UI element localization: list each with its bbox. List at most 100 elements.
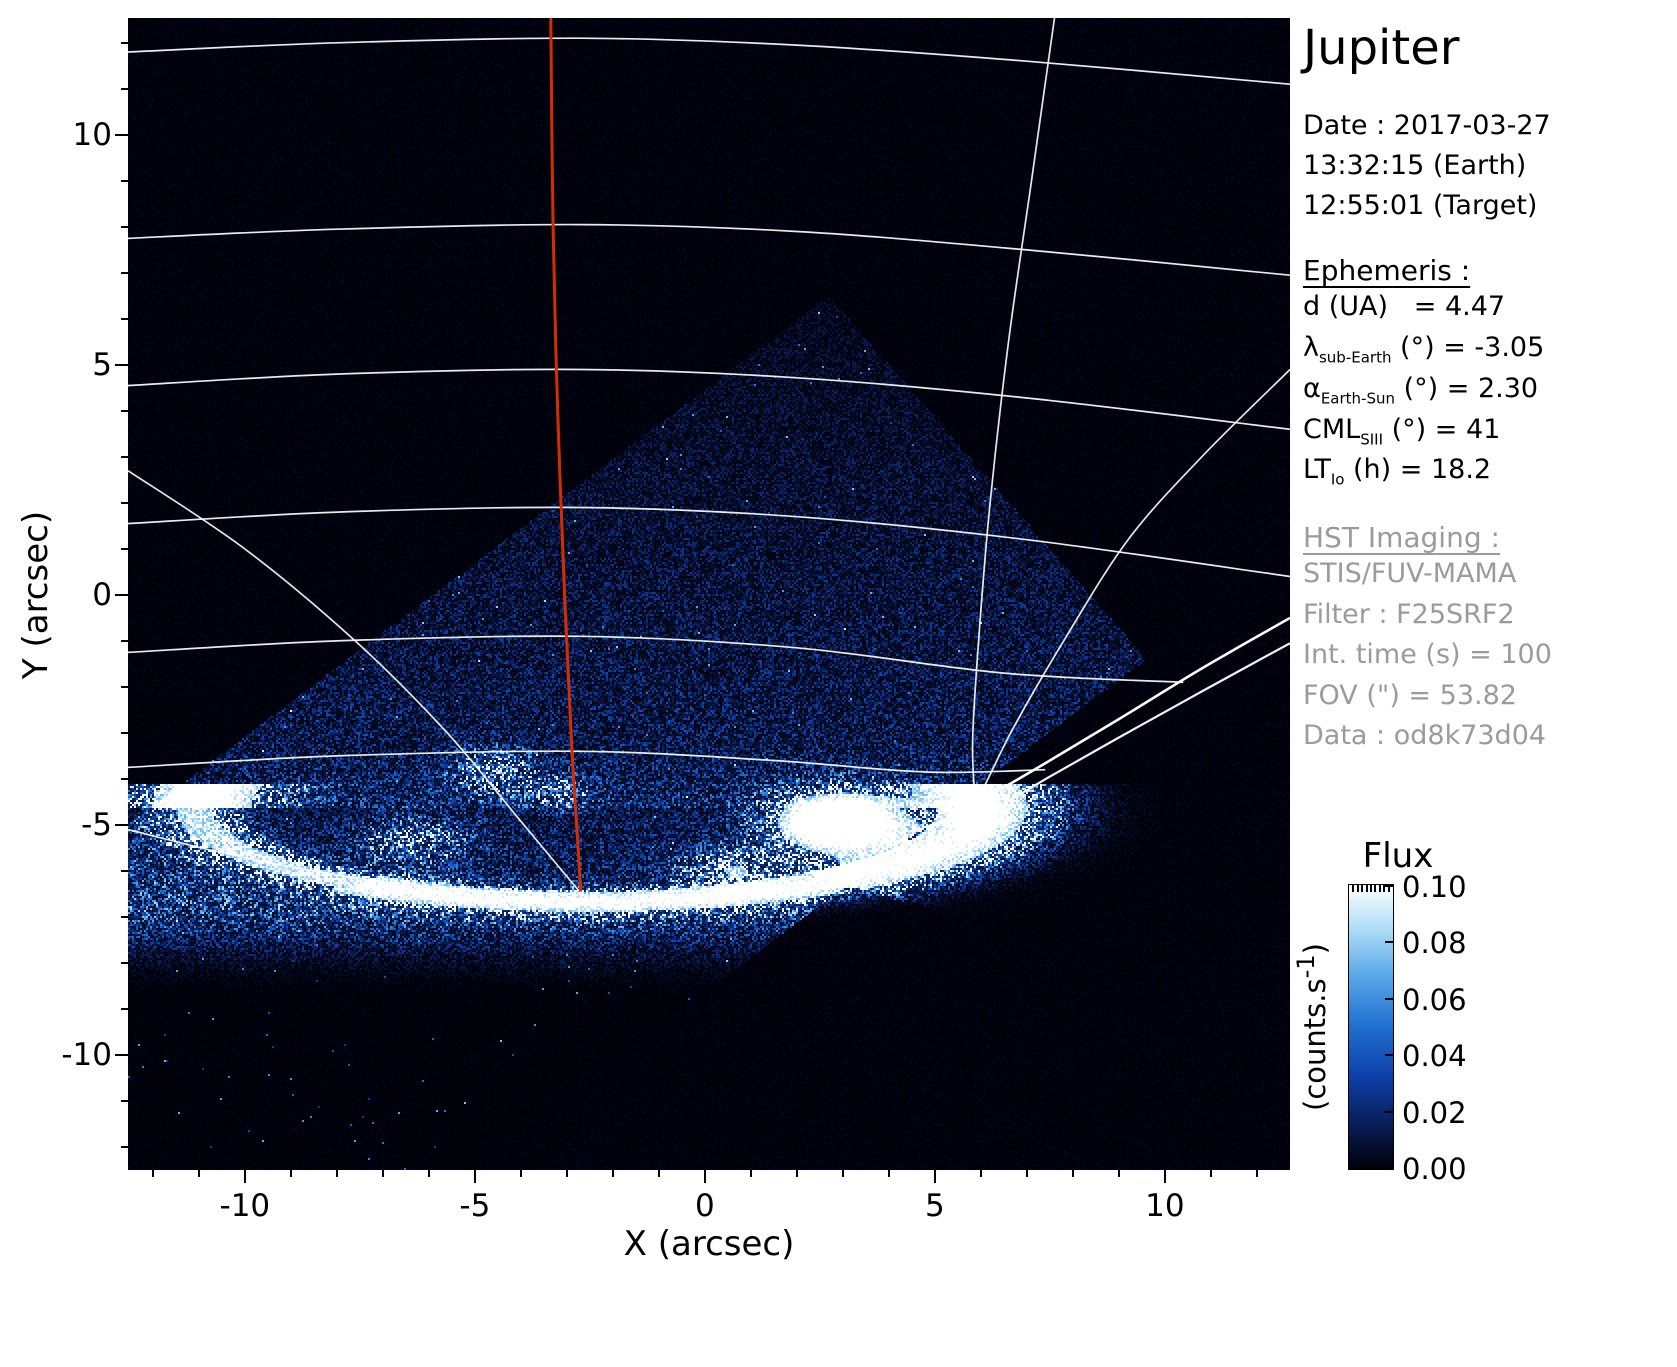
- x-minor-tick: [289, 1170, 292, 1177]
- x-minor-tick: [657, 1170, 660, 1177]
- y-minor-tick: [121, 501, 128, 504]
- ephemeris-symbol: d: [1303, 290, 1321, 322]
- colorbar-unit-label: (counts.s-1): [1292, 943, 1332, 1111]
- ephemeris-row: d (UA) = 4.47: [1303, 287, 1675, 328]
- graticule-meridian: [971, 18, 1056, 805]
- hst-info-line: FOV (") = 53.82: [1303, 679, 1517, 711]
- x-major-tick: [473, 1170, 476, 1183]
- ephemeris-subscript: Io: [1330, 470, 1345, 489]
- x-minor-tick: [565, 1170, 568, 1177]
- target-title: Jupiter: [1303, 20, 1460, 76]
- ephemeris-row: αEarth-Sun (°) = 2.30: [1303, 369, 1675, 410]
- x-major-tick: [933, 1170, 936, 1183]
- date-line: Date : 2017-03-27: [1303, 110, 1551, 141]
- x-minor-tick: [197, 1170, 200, 1177]
- ephemeris-row: λsub-Earth (°) = -3.05: [1303, 328, 1675, 369]
- ephemeris-value: (°) = -3.05: [1391, 331, 1545, 363]
- ephemeris-symbol: CML: [1303, 413, 1361, 445]
- y-minor-tick: [121, 915, 128, 918]
- ephemeris-symbol: α: [1303, 372, 1321, 404]
- sky-image-plot: [128, 18, 1290, 1170]
- y-tick-label: 0: [92, 576, 112, 613]
- y-major-tick: [115, 133, 128, 136]
- x-minor-tick: [749, 1170, 752, 1177]
- y-minor-tick: [121, 317, 128, 320]
- x-minor-tick: [1117, 1170, 1120, 1177]
- y-minor-tick: [121, 1099, 128, 1102]
- x-minor-tick: [1025, 1170, 1028, 1177]
- planet-limb-inner-line: [962, 642, 1290, 826]
- y-tick-label: -5: [81, 806, 112, 843]
- time-target-line: 12:55:01 (Target): [1303, 189, 1538, 221]
- x-minor-tick: [1071, 1170, 1074, 1177]
- y-major-tick: [115, 823, 128, 826]
- time-earth-line: 13:32:15 (Earth): [1303, 149, 1527, 181]
- unit-suffix: ): [1297, 943, 1332, 955]
- hst-info-line: STIS/FUV-MAMA: [1303, 558, 1517, 590]
- y-minor-tick: [121, 179, 128, 182]
- ephemeris-row: CMLSIII (°) = 41: [1303, 410, 1675, 451]
- unit-exponent: -1: [1292, 954, 1321, 979]
- x-tick-label: 5: [924, 1188, 945, 1224]
- hst-info-line: Filter : F25SRF2: [1303, 598, 1515, 630]
- y-tick-label: 10: [72, 116, 112, 153]
- y-minor-tick: [121, 731, 128, 734]
- ephemeris-value: (h) = 18.2: [1344, 454, 1492, 486]
- x-minor-tick: [519, 1170, 522, 1177]
- y-minor-tick: [121, 777, 128, 780]
- x-tick-label: 0: [694, 1188, 715, 1224]
- colorbar-tick-label: 0.02: [1402, 1095, 1467, 1130]
- colorbar-minor-tick: [1361, 885, 1364, 892]
- x-tick-label: -10: [219, 1188, 271, 1224]
- colorbar: [1348, 884, 1394, 1170]
- x-axis-label: X (arcsec): [623, 1224, 795, 1264]
- colorbar-minor-tick: [1374, 885, 1377, 892]
- colorbar-minor-tick: [1352, 885, 1355, 892]
- graticule-parallel: [128, 368, 1290, 431]
- hst-heading: HST Imaging :: [1303, 521, 1500, 555]
- graticule-meridian: [128, 828, 572, 895]
- graticule-parallel: [128, 37, 1290, 86]
- observation-dates: Date : 2017-03-27 13:32:15 (Earth) 12:55…: [1303, 106, 1675, 226]
- colorbar-tick-label: 0.04: [1402, 1039, 1467, 1074]
- x-tick-label: -5: [459, 1188, 491, 1224]
- y-major-tick: [115, 1053, 128, 1056]
- x-major-tick: [243, 1170, 246, 1183]
- ephemeris-heading: Ephemeris :: [1303, 253, 1471, 287]
- ephemeris-block: Ephemeris : d (UA) = 4.47 λsub-Earth (°) …: [1303, 254, 1675, 491]
- ephemeris-symbol: λ: [1303, 331, 1319, 363]
- colorbar-minor-tick: [1387, 885, 1390, 892]
- y-minor-tick: [121, 547, 128, 550]
- y-tick-label: -10: [61, 1036, 112, 1073]
- colorbar-major-tick: [1385, 1054, 1393, 1057]
- y-minor-tick: [121, 41, 128, 44]
- y-axis-label: Y (arcsec): [16, 510, 56, 680]
- y-minor-tick: [121, 87, 128, 90]
- y-minor-tick: [121, 961, 128, 964]
- x-minor-tick: [887, 1170, 890, 1177]
- colorbar-minor-tick: [1370, 885, 1372, 892]
- x-minor-tick: [795, 1170, 798, 1177]
- colorbar-major-tick: [1385, 997, 1393, 1000]
- ephemeris-value: (°) = 41: [1383, 413, 1501, 445]
- y-minor-tick: [121, 409, 128, 412]
- x-major-tick: [1163, 1170, 1166, 1183]
- y-minor-tick: [121, 455, 128, 458]
- y-minor-tick: [121, 869, 128, 872]
- colorbar-major-tick: [1385, 885, 1393, 887]
- cml-meridian-line: [549, 18, 583, 892]
- colorbar-tick-label: 0.08: [1402, 926, 1467, 961]
- ephemeris-row: LTIo (h) = 18.2: [1303, 450, 1675, 491]
- graticule-meridian: [961, 368, 1290, 819]
- graticule-parallel: [128, 635, 1184, 684]
- x-major-tick: [703, 1170, 706, 1183]
- y-minor-tick: [121, 1145, 128, 1148]
- planet-limb-line: [925, 616, 1290, 829]
- colorbar-minor-tick: [1365, 885, 1368, 892]
- hst-lines: STIS/FUV-MAMA Filter : F25SRF2 Int. time (…: [1303, 554, 1675, 757]
- ephemeris-subscript: SIII: [1360, 429, 1383, 448]
- y-minor-tick: [121, 271, 128, 274]
- fuv-image-canvas: [128, 18, 1290, 1170]
- colorbar-major-tick: [1385, 1110, 1393, 1113]
- x-minor-tick: [611, 1170, 614, 1177]
